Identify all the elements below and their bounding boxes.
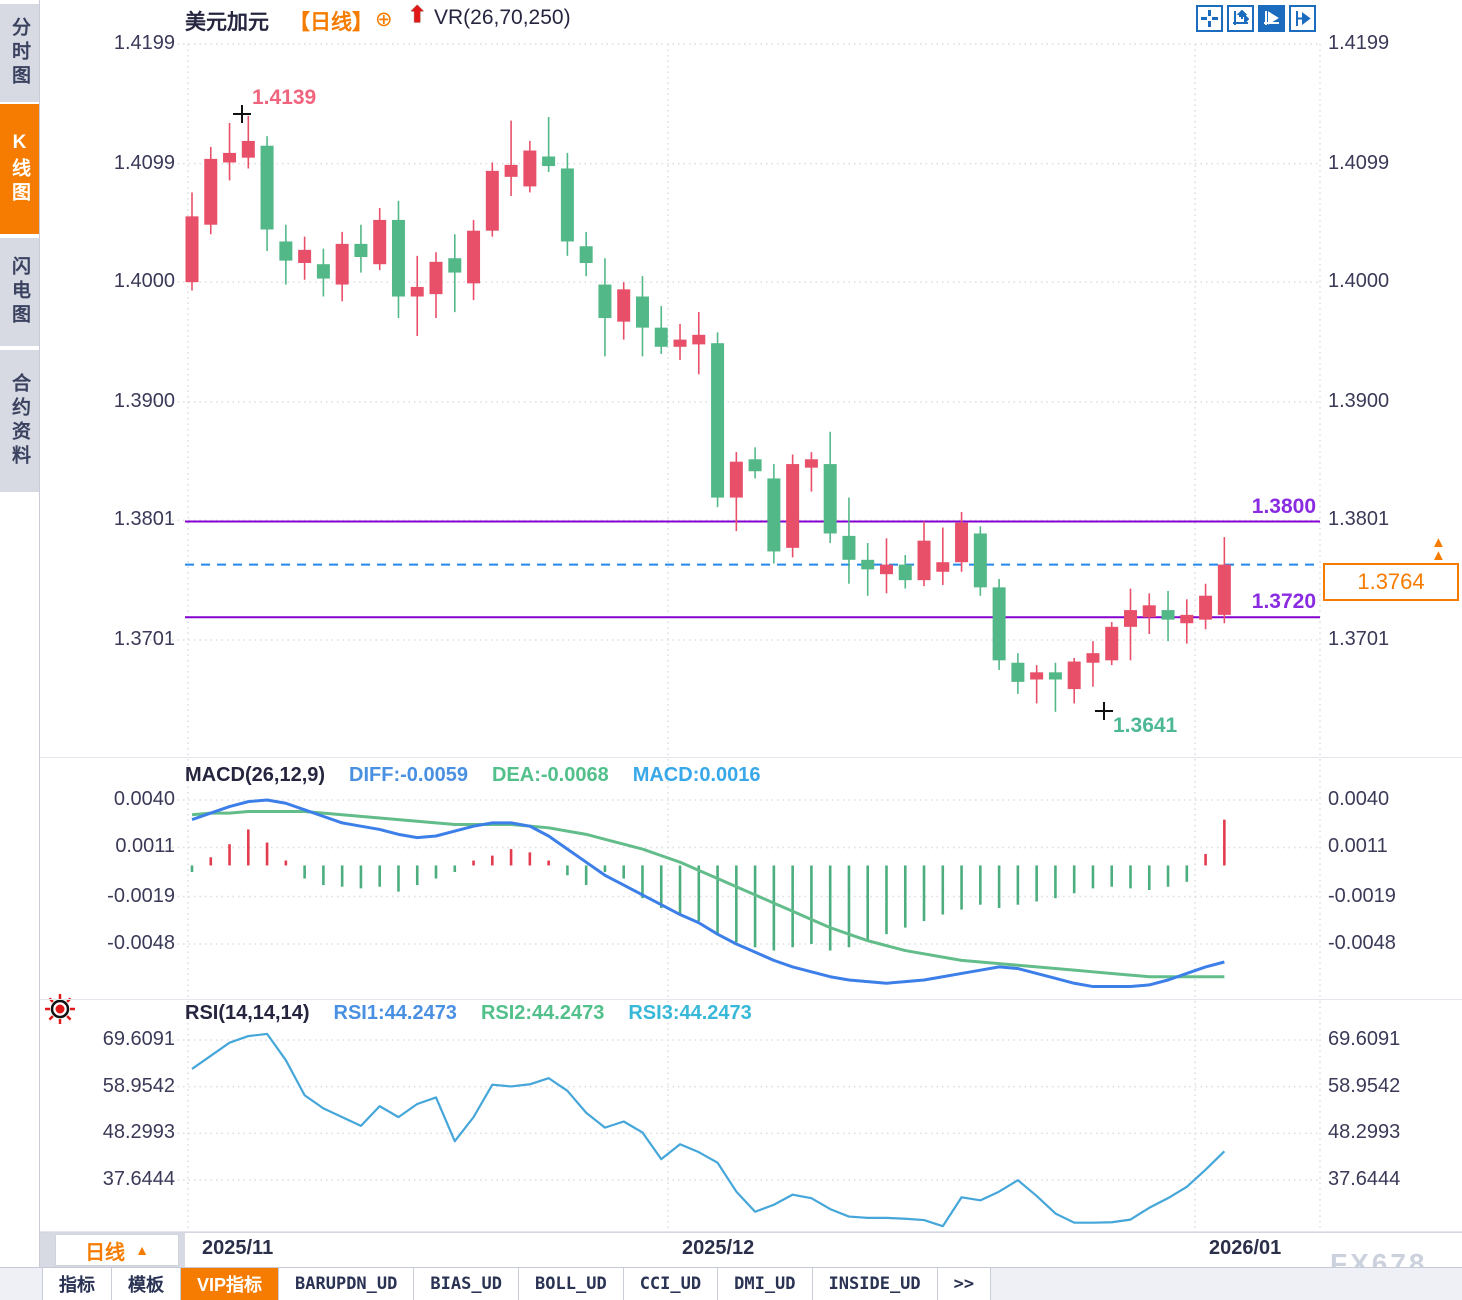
price-axis-label: 1.4199 xyxy=(113,32,175,54)
price-axis-label: 1.4199 xyxy=(1328,32,1390,54)
macd-axis-label: -0.0048 xyxy=(107,931,175,954)
vr-indicator-label: VR(26,70,250) xyxy=(434,6,571,29)
level-price-label: 1.3800 xyxy=(1251,494,1316,518)
tab-vip指标[interactable]: VIP指标 xyxy=(181,1268,280,1300)
chart-type-sidebar: 分时图 K线图闪电图合约资料 xyxy=(0,0,40,1268)
price-annotation: 1.3641 xyxy=(1113,714,1178,737)
current-price-badge: 1.3764 xyxy=(1323,563,1459,601)
price-axis-label: 1.4000 xyxy=(1328,270,1390,293)
tab-inside_ud[interactable]: INSIDE_UD xyxy=(812,1268,938,1300)
axis-fit-icon[interactable] xyxy=(1227,5,1254,32)
price-annotation: 1.4139 xyxy=(252,86,317,109)
x-axis-tick-label: 2026/01 xyxy=(1209,1237,1282,1259)
rsi-title: RSI(14,14,14) xyxy=(185,1002,310,1024)
tab-指标[interactable]: 指标 xyxy=(42,1268,112,1300)
price-axis-label: 1.3801 xyxy=(113,508,175,531)
sidebar-item-flash-chart[interactable]: 闪电图 xyxy=(0,238,39,346)
up-arrow-icon: ⬆ xyxy=(408,2,427,27)
macd-value: MACD:0.0016 xyxy=(632,764,761,786)
rsi-axis-label: 48.2993 xyxy=(102,1121,175,1144)
rsi1-value: RSI1:44.2473 xyxy=(333,1002,457,1024)
period-label: 日线 xyxy=(85,1241,126,1264)
crosshair-move-icon[interactable] xyxy=(1196,5,1223,32)
sidebar-item-time-chart[interactable]: 分时图 xyxy=(0,4,39,102)
price-axis-label: 1.4099 xyxy=(1328,151,1390,174)
rsi-header: RSI(14,14,14) RSI1:44.2473 RSI2:44.2473 RSI… xyxy=(185,1002,776,1025)
price-axis-label: 1.3701 xyxy=(113,628,175,650)
indicator-settings-sun-icon[interactable] xyxy=(44,993,76,1030)
tab-模板[interactable]: 模板 xyxy=(112,1268,181,1300)
rsi-axis-label: 58.9542 xyxy=(1328,1074,1401,1097)
tab-dmi_ud[interactable]: DMI_UD xyxy=(718,1268,813,1300)
price-axis-label: 1.4099 xyxy=(113,151,175,174)
triangle-up-icon: ▲ xyxy=(135,1242,149,1258)
period-selector-button[interactable]: 日线 ▲ xyxy=(55,1234,179,1266)
macd-axis-label: 0.0040 xyxy=(1328,787,1390,810)
rsi-axis-label: 58.9542 xyxy=(102,1074,175,1097)
macd-axis-label: 0.0011 xyxy=(115,835,175,858)
level-price-label: 1.3720 xyxy=(1251,590,1316,614)
price-axis-label: 1.4000 xyxy=(113,270,175,293)
macd-axis-label: 0.0040 xyxy=(113,787,175,810)
rsi-axis-label: 69.6091 xyxy=(1328,1028,1401,1050)
go-to-latest-icon[interactable] xyxy=(1289,5,1316,32)
macd-title: MACD(26,12,9) xyxy=(185,764,326,786)
tab-boll_ud[interactable]: BOLL_UD xyxy=(519,1268,624,1300)
rsi-axis-label: 69.6091 xyxy=(102,1028,175,1050)
macd-axis-label: 0.0011 xyxy=(1328,835,1388,858)
price-axis-label: 1.3801 xyxy=(1328,508,1390,531)
price-axis-label: 1.3701 xyxy=(1328,628,1390,650)
x-axis-tick-label: 2025/11 xyxy=(202,1237,274,1259)
rsi-axis-label: 37.6444 xyxy=(1328,1168,1401,1190)
macd-dea-value: DEA:-0.0068 xyxy=(491,764,609,786)
panel-separator xyxy=(40,999,1462,1000)
sidebar-item-contract-info[interactable]: 合约资料 xyxy=(0,350,39,492)
macd-header: MACD(26,12,9) DIFF:-0.0059 DEA:-0.0068 MACD… xyxy=(185,764,785,787)
macd-diff-value: DIFF:-0.0059 xyxy=(349,764,468,786)
rsi-axis-label: 37.6444 xyxy=(102,1168,175,1190)
panel-separator xyxy=(40,757,1462,758)
add-indicator-icon[interactable]: ⊕ xyxy=(375,8,393,31)
macd-axis-label: -0.0019 xyxy=(107,884,175,907)
tabs-overflow-button[interactable]: >> xyxy=(937,1268,992,1300)
price-axis-label: 1.3900 xyxy=(113,389,175,412)
rsi-axis-label: 48.2993 xyxy=(1328,1121,1401,1144)
price-up-marker-icon: ▲ ▲ xyxy=(1431,534,1446,564)
macd-axis-label: -0.0048 xyxy=(1328,931,1396,954)
price-axis-label: 1.3900 xyxy=(1328,389,1390,412)
rsi2-value: RSI2:44.2473 xyxy=(480,1002,605,1024)
panel-separator xyxy=(40,1231,1462,1232)
indicator-tab-bar: 指标 模板 VIP指标 BARUPDN_UD BIAS_UD BOLL_UD CCI_UD D… xyxy=(0,1267,1462,1300)
tab-cci_ud[interactable]: CCI_UD xyxy=(623,1268,719,1300)
tab-bias_ud[interactable]: BIAS_UD xyxy=(414,1268,520,1300)
time-axis-strip: 日线 ▲ 2025/11 2025/12 2026/01 xyxy=(40,1232,1462,1268)
x-axis-tick-label: 2025/12 xyxy=(682,1237,755,1259)
macd-axis-label: -0.0019 xyxy=(1328,884,1396,907)
rsi3-value: RSI3:44.2473 xyxy=(628,1002,752,1024)
axis-autoscroll-icon[interactable] xyxy=(1258,5,1285,32)
sidebar-item-kline-chart[interactable]: K线图 xyxy=(0,104,39,234)
tab-barupdn_ud[interactable]: BARUPDN_UD xyxy=(279,1268,415,1300)
symbol-title: 美元加元 xyxy=(185,11,269,34)
period-tag[interactable]: 【日线】 xyxy=(289,11,373,34)
